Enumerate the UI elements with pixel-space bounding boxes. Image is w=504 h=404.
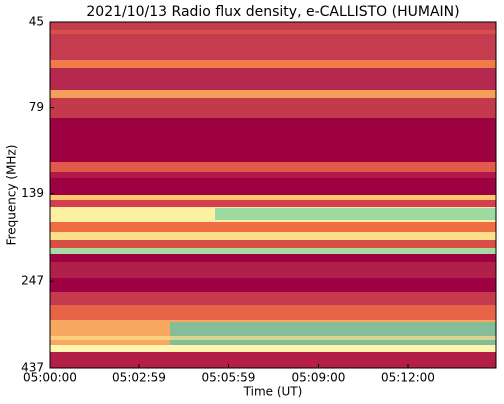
x-tick-label: 05:05:59 bbox=[202, 371, 256, 385]
x-axis-label: Time (UT) bbox=[243, 385, 303, 399]
y-tick-label: 247 bbox=[21, 274, 44, 288]
x-tick-label: 05:09:00 bbox=[292, 371, 346, 385]
y-tick-label: 139 bbox=[21, 186, 44, 200]
y-axis-label: Frequency (MHz) bbox=[5, 145, 19, 246]
spectrogram-image bbox=[50, 22, 496, 368]
x-tick-label: 05:02:59 bbox=[112, 371, 166, 385]
y-tick-label: 79 bbox=[29, 100, 44, 114]
plot-frame bbox=[49, 21, 497, 369]
x-tick-label: 05:12:00 bbox=[381, 371, 435, 385]
y-tick-label: 45 bbox=[29, 15, 44, 29]
x-tick-label: 05:00:00 bbox=[23, 371, 77, 385]
y-tick-label: 437 bbox=[21, 361, 44, 375]
chart-title: 2021/10/13 Radio flux density, e-CALLIST… bbox=[86, 4, 459, 20]
